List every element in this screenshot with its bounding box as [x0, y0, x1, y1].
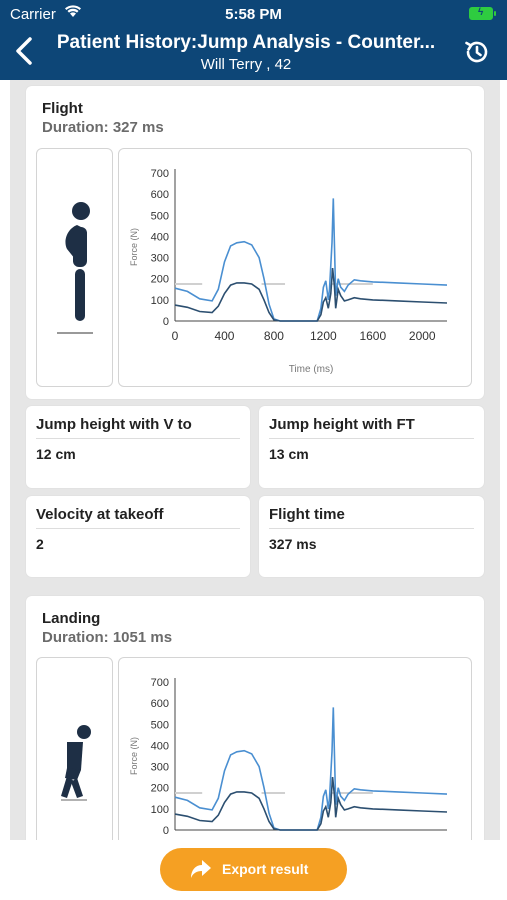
- series-line-1: [174, 198, 448, 322]
- flight-pose-panel: [36, 148, 113, 387]
- divider: [36, 528, 240, 529]
- y-tick-label: 500: [151, 719, 169, 731]
- metric-label: Flight time: [269, 506, 345, 523]
- wifi-icon: [64, 4, 82, 22]
- x-axis-label: Time (ms): [289, 364, 334, 375]
- y-tick-label: 500: [151, 210, 169, 222]
- back-chevron-icon[interactable]: [12, 36, 38, 66]
- x-tick-label: 1600: [359, 329, 386, 343]
- x-tick-label: 0: [172, 329, 179, 343]
- y-tick-label: 700: [151, 168, 169, 180]
- standing-figure-icon: [57, 202, 93, 334]
- history-icon[interactable]: [463, 38, 491, 66]
- y-axis-label: Force (N): [129, 228, 139, 266]
- y-tick-label: 600: [151, 189, 169, 201]
- series-line-2: [174, 268, 448, 322]
- y-tick-label: 100: [151, 295, 169, 307]
- landing-pose-panel: [36, 657, 113, 840]
- metric-label: Velocity at takeoff: [36, 506, 164, 523]
- export-result-button[interactable]: Export result: [160, 848, 347, 891]
- y-axis-label: Force (N): [129, 737, 139, 775]
- series-line-1: [174, 707, 448, 831]
- flight-duration: Duration: 327 ms: [42, 119, 164, 136]
- clock-time: 5:58 PM: [225, 6, 282, 23]
- carrier-label: Carrier: [10, 6, 56, 23]
- y-tick-label: 400: [151, 740, 169, 752]
- flight-force-chart: 0 100 200 300 400 500 600 700 0 400 800 1200 1600 200…: [129, 168, 448, 375]
- x-tick-label: 800: [264, 838, 284, 840]
- divider: [269, 438, 474, 439]
- landing-duration: Duration: 1051 ms: [42, 629, 173, 646]
- landing-title: Landing: [42, 610, 101, 627]
- series-line-2: [174, 777, 448, 831]
- flight-card: Flight Duration: 327 ms 0 100 200 300 400 500…: [26, 86, 484, 399]
- metric-value: 2: [36, 536, 44, 552]
- y-tick-label: 0: [163, 825, 169, 837]
- flight-title: Flight: [42, 100, 83, 117]
- bottom-bar: Export result: [0, 840, 507, 900]
- y-tick-label: 700: [151, 677, 169, 689]
- metric-label: Jump height with FT: [269, 416, 415, 433]
- app-header: Carrier 5:58 PM ϟ Patient History:Jump A…: [0, 0, 507, 80]
- y-tick-label: 300: [151, 762, 169, 774]
- x-tick-label: 2000: [409, 329, 436, 343]
- results-scroll-area[interactable]: Flight Duration: 327 ms 0 100 200 300 400 500…: [10, 80, 500, 840]
- x-tick-label: 2000: [409, 838, 436, 840]
- y-tick-label: 0: [163, 316, 169, 328]
- y-tick-label: 600: [151, 698, 169, 710]
- battery-icon: ϟ: [469, 7, 496, 20]
- x-tick-label: 1200: [310, 329, 337, 343]
- page-title: Patient History:Jump Analysis - Counter.…: [56, 32, 436, 53]
- x-tick-label: 400: [214, 838, 234, 840]
- metric-value: 327 ms: [269, 536, 317, 552]
- flight-chart-panel: 0 100 200 300 400 500 600 700 0 400 800 1200 1600 200…: [118, 148, 472, 387]
- status-bar: Carrier 5:58 PM ϟ: [0, 0, 507, 28]
- metric-value: 13 cm: [269, 446, 309, 462]
- divider: [36, 438, 240, 439]
- landing-force-chart: 0 100 200 300 400 500 600 700 0 400 800 1200 1600 200…: [129, 677, 448, 840]
- divider: [269, 528, 474, 529]
- metric-velocity-takeoff: Velocity at takeoff 2: [26, 496, 250, 577]
- x-tick-label: 1200: [310, 838, 337, 840]
- metric-flight-time: Flight time 327 ms: [259, 496, 484, 577]
- y-tick-label: 200: [151, 274, 169, 286]
- x-tick-label: 0: [172, 838, 179, 840]
- share-arrow-icon: [190, 859, 212, 882]
- metric-jump-height-v: Jump height with V to 12 cm: [26, 406, 250, 488]
- landing-card: Landing Duration: 1051 ms 0 100 200 300 400 5…: [26, 596, 484, 840]
- y-tick-label: 100: [151, 804, 169, 816]
- squatting-figure-icon: [61, 725, 91, 801]
- metric-value: 12 cm: [36, 446, 76, 462]
- landing-chart-panel: 0 100 200 300 400 500 600 700 0 400 800 1200 1600 200…: [118, 657, 472, 840]
- patient-subtitle: Will Terry , 42: [200, 56, 292, 73]
- y-tick-label: 200: [151, 783, 169, 795]
- y-tick-label: 300: [151, 253, 169, 265]
- metric-label: Jump height with V to: [36, 416, 192, 433]
- x-tick-label: 400: [214, 329, 234, 343]
- x-tick-label: 1600: [359, 838, 386, 840]
- x-tick-label: 800: [264, 329, 284, 343]
- export-result-label: Export result: [222, 861, 309, 877]
- y-tick-label: 400: [151, 231, 169, 243]
- metric-jump-height-ft: Jump height with FT 13 cm: [259, 406, 484, 488]
